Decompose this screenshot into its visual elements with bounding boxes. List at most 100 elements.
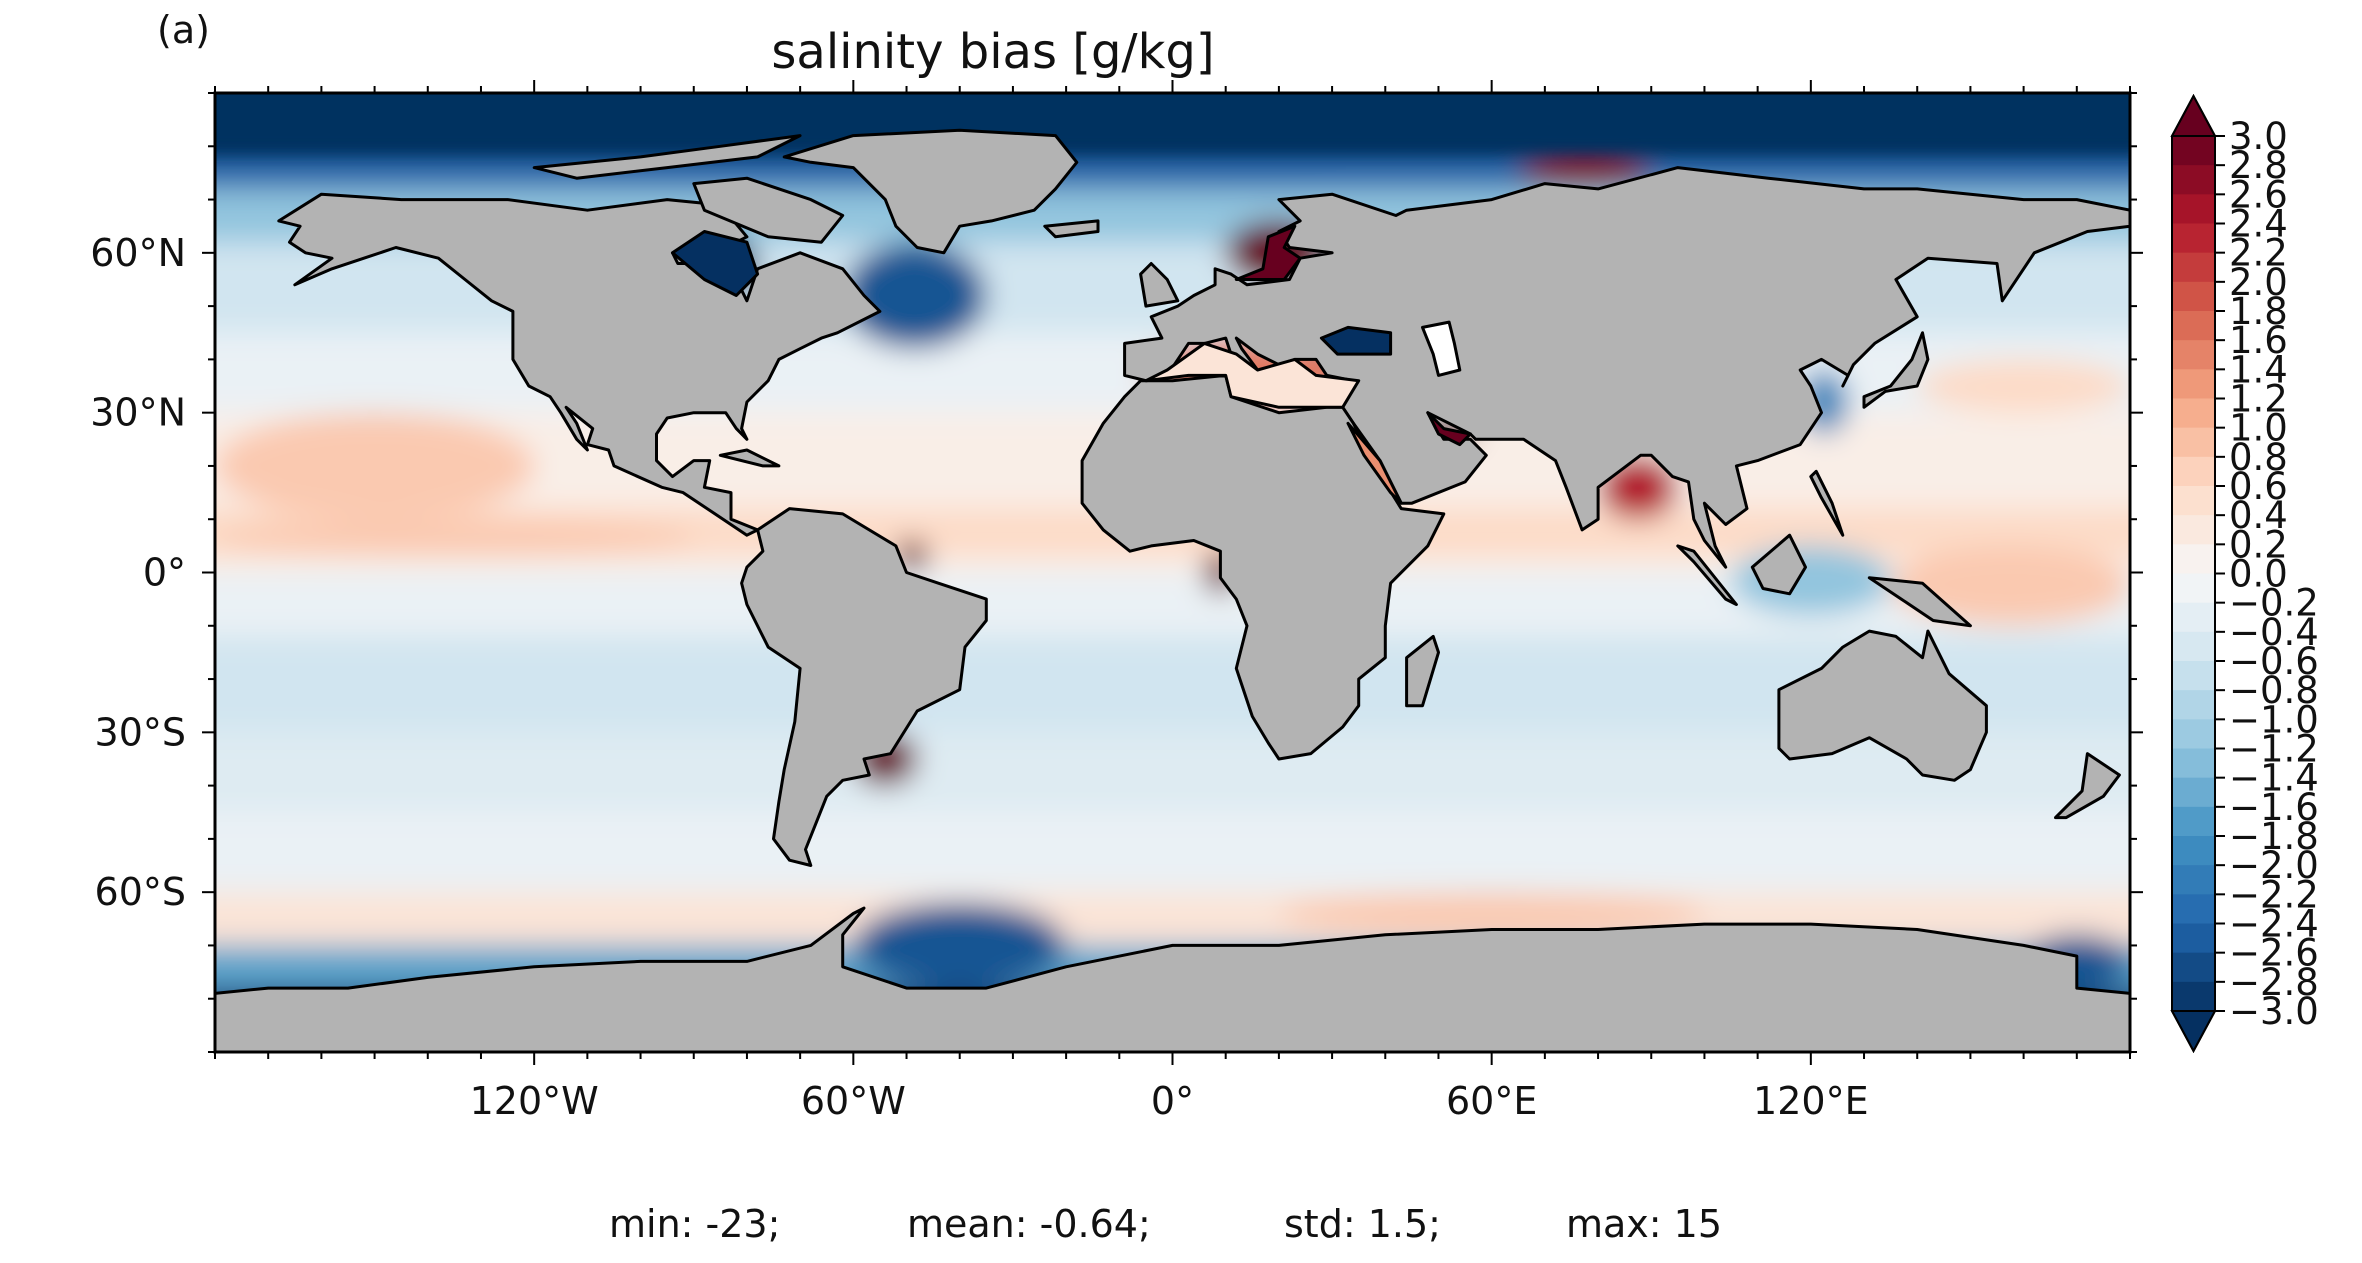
x-tick-label: 120°E [1753, 1079, 1869, 1123]
colorbar-tick-label: −2.0 [2229, 844, 2319, 887]
land-sumatra [1676, 544, 1738, 606]
colorbar-segment [2172, 252, 2215, 283]
land-madagascar [1405, 634, 1440, 708]
colorbar-segment [2172, 748, 2215, 779]
stat-std: std: 1.5; [1284, 1202, 1441, 1246]
chart-title: salinity bias [g/kg] [0, 24, 2362, 80]
colorbar: 3.02.82.62.42.22.01.81.61.41.21.00.80.60… [2170, 93, 2319, 1054]
colorbar-tick-label: −1.8 [2229, 815, 2319, 858]
colorbar-segment [2172, 544, 2215, 575]
anomaly-14 [1890, 545, 2130, 626]
chart-title-text: salinity bias [g/kg] [771, 24, 1215, 80]
colorbar-tick-label: 1.4 [2229, 348, 2288, 391]
colorbar-segment [2172, 486, 2215, 516]
map-axes: 120°W 60°W 0° 60°E 120°E 60°N 30°N 0° 30°S 60°S [90, 80, 2143, 1123]
panel-label: (a) [157, 8, 210, 52]
colorbar-segment [2172, 340, 2215, 370]
colorbar-tick-label: −2.6 [2229, 932, 2319, 975]
colorbar-tick-label: 1.2 [2229, 378, 2288, 421]
anomaly-18 [1278, 892, 1705, 935]
colorbar-segment [2172, 369, 2215, 400]
x-tick-label: 0° [1151, 1079, 1194, 1123]
baltic-sea [1234, 224, 1302, 281]
colorbar-segment [2172, 690, 2215, 720]
colorbar-tick-label: 1.8 [2229, 290, 2288, 333]
hudson-bay [671, 230, 760, 297]
land-australia [1777, 629, 1988, 782]
colorbar-segment [2172, 836, 2215, 866]
land-canadian-archipelago [532, 134, 802, 180]
land-south-america [740, 507, 988, 867]
colorbar-tick-label: −0.8 [2229, 669, 2319, 712]
colorbar-extend-top [2170, 93, 2217, 137]
colorbar-segment [2172, 661, 2215, 691]
colorbar-segment [2172, 165, 2215, 195]
anomaly-22 [1731, 545, 1891, 616]
colorbar-tick-label: 2.6 [2229, 173, 2288, 216]
colorbar-segment [2172, 136, 2215, 166]
caspian-sea [1421, 320, 1462, 377]
map-area [215, 93, 2130, 1052]
colorbar-tick-label: 2.2 [2229, 232, 2288, 275]
colorbar-tick-label: −0.6 [2229, 640, 2319, 683]
colorbar-segment [2172, 602, 2215, 633]
anomaly-16 [853, 902, 1067, 989]
colorbar-tick-label: −0.2 [2229, 582, 2319, 625]
colorbar-segment [2172, 894, 2215, 925]
colorbar-tick-label: 0.4 [2229, 494, 2288, 537]
stat-min: min: -23; [609, 1202, 781, 1246]
y-tick-label: 30°S [95, 710, 186, 754]
stat-mean: mean: -0.64; [907, 1202, 1151, 1246]
y-tick-label: 0° [143, 551, 186, 595]
y-tick-label: 60°N [90, 231, 186, 275]
colorbar-tick-label: −1.4 [2229, 757, 2319, 800]
colorbar-extend-bottom [2170, 1010, 2217, 1054]
colorbar-tick-label: −2.8 [2229, 961, 2319, 1004]
land-antarctica [215, 906, 2130, 1052]
anomaly-19 [215, 652, 694, 706]
x-tick-label: 60°W [801, 1079, 906, 1123]
mediterranean-sea [1144, 341, 1361, 409]
colorbar-segment [2172, 631, 2215, 662]
colorbar-segment [2172, 281, 2215, 312]
anomaly-3 [842, 242, 987, 349]
colorbar-tick-label: −1.2 [2229, 728, 2319, 771]
ocean-band-5 [215, 732, 2130, 813]
colorbar-segment [2172, 865, 2215, 895]
anomaly-12 [215, 412, 535, 520]
colorbar-segment [2172, 515, 2215, 545]
colorbar-tick-label: 3.0 [2229, 115, 2288, 158]
colorbar-segment [2172, 311, 2215, 341]
land-great-britain [1139, 262, 1180, 308]
land-mass [215, 128, 2130, 1052]
ocean-band-14 [215, 156, 2130, 189]
colorbar-tick-label: −1.0 [2229, 698, 2319, 741]
colorbar-segment [2172, 719, 2215, 750]
colorbar-tick-label: 1.0 [2229, 407, 2288, 450]
land-baffin-island [692, 176, 845, 244]
red-sea [1346, 421, 1403, 505]
colorbar-segment [2172, 398, 2215, 429]
colorbar-tick-label: −0.4 [2229, 611, 2319, 654]
colorbar-tick-label: −2.2 [2229, 873, 2319, 916]
x-tick-label: 120°W [470, 1079, 599, 1123]
colorbar-tick-label: 0.2 [2229, 523, 2288, 566]
land-japan [1862, 331, 1930, 409]
land-cuba [718, 448, 781, 468]
colorbar-tick-label: 2.8 [2229, 144, 2288, 187]
colorbar-tick-label: 0.6 [2229, 465, 2288, 508]
land-philippines [1809, 469, 1845, 537]
colorbar-segment [2172, 981, 2215, 1012]
x-tick-label: 60°E [1446, 1079, 1537, 1123]
ocean-band-8 [215, 556, 2130, 573]
stat-max: max: 15 [1566, 1202, 1723, 1246]
colorbar-segment [2172, 456, 2215, 487]
colorbar-segment [2172, 194, 2215, 225]
anomaly-11 [1518, 156, 1652, 189]
colorbar-tick-label: −1.6 [2229, 786, 2319, 829]
anomaly-20 [1917, 359, 2130, 413]
colorbar-tick-label: 1.6 [2229, 319, 2288, 362]
colorbar-tick-label: 0.8 [2229, 436, 2288, 479]
colorbar-segment [2172, 923, 2215, 954]
